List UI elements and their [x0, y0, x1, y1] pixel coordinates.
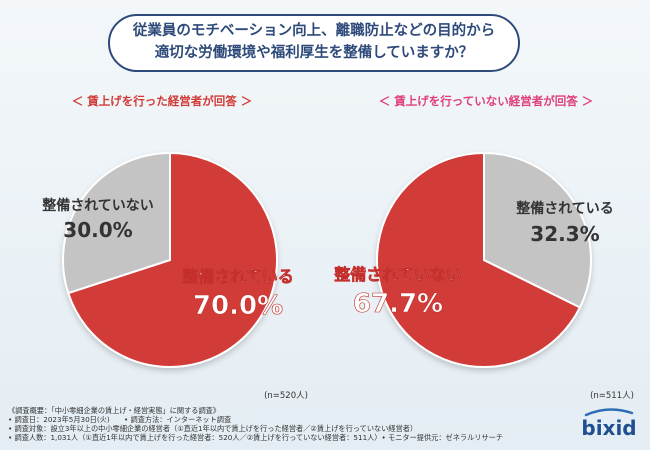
left-pie — [62, 151, 278, 368]
left-slice-1-label: 整備されていない — [41, 197, 154, 214]
left-pie-slice-0 — [66, 151, 278, 368]
left-pie-slice-1 — [62, 151, 171, 295]
right-chart-header: ＜ 賃上げを行っていない経営者が回答 ＞ — [379, 94, 593, 108]
footnote-line-2: • 調査日：2023年5月30日(火) • 調査方法：インターネット調査 — [8, 415, 232, 424]
right-n-label: (n=511人) — [590, 391, 634, 401]
right-slice-0-label: 整備されていない — [333, 265, 462, 284]
right-slice-1-value: 32.3% — [530, 222, 599, 246]
title-line-1: 従業員のモチベーション向上、離職防止などの目的から — [132, 23, 496, 39]
question-title: 従業員のモチベーション向上、離職防止などの目的から 適切な労働環境や福利厚生を整… — [108, 14, 520, 72]
logo-text: bixid — [581, 416, 636, 440]
title-line-2: 適切な労働環境や福利厚生を整備していますか？ — [154, 45, 474, 61]
right-slice-0-value: 67.7% — [353, 289, 443, 319]
bixid-logo: bixid — [581, 408, 637, 440]
left-slice-0-label: 整備されている — [181, 267, 294, 286]
right-pie — [376, 151, 592, 368]
left-n-label: (n=520人) — [264, 391, 308, 401]
footnote-line-1: 《調査概要：「中小零細企業の賃上げ・経営実態」に関する調査》 — [8, 406, 221, 415]
left-chart-header: ＜ 賃上げを行った経営者が回答 ＞ — [72, 94, 253, 108]
left-slice-1-value: 30.0% — [63, 218, 132, 242]
footnote-line-4: • 調査人数：1,031人（①直近1年以内で賃上げを行った経営者：520人／②賃… — [8, 433, 504, 442]
right-slice-1-label: 整備されている — [515, 200, 614, 217]
right-pie-slice-0 — [376, 151, 582, 368]
survey-footnote: 《調査概要：「中小零細企業の賃上げ・経営実態」に関する調査》 • 調査日：202… — [8, 406, 568, 442]
swoosh-icon — [584, 408, 634, 417]
footnote-line-3: • 調査対象：設立3年以上の中小零細企業の経営者（①直近1年以内で賃上げを行った… — [8, 424, 418, 433]
left-slice-0-value: 70.0% — [193, 291, 283, 321]
right-pie-slice-1 — [483, 151, 592, 309]
